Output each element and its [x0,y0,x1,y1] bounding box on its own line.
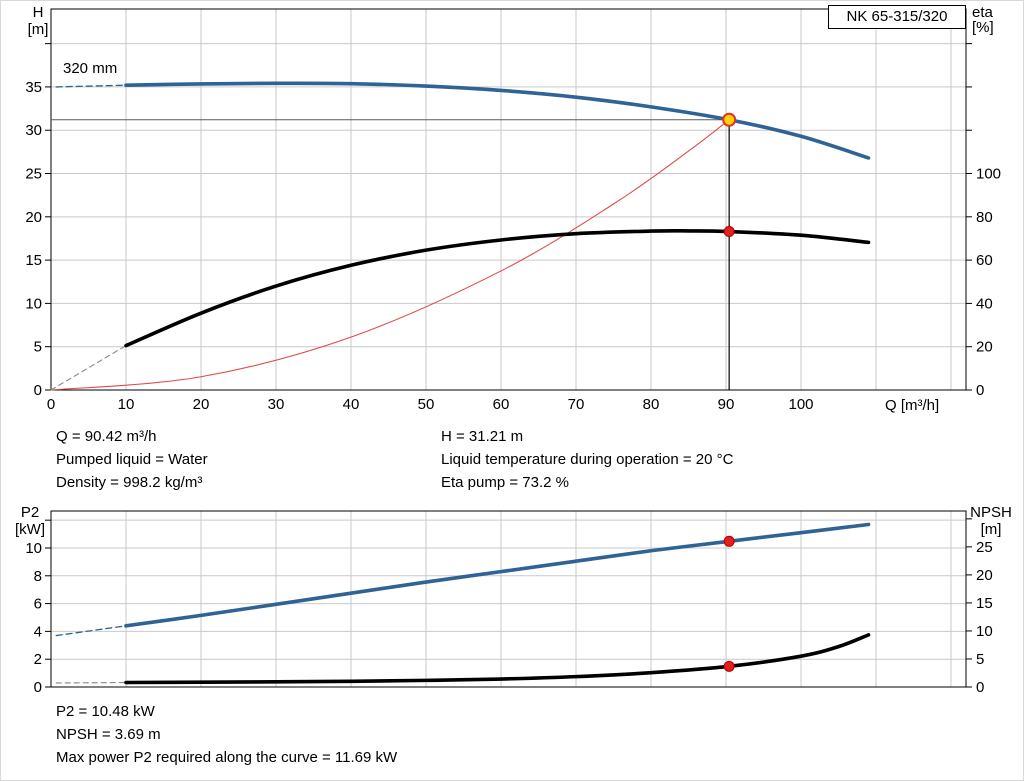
duty-point-head-marker [722,112,737,127]
svg-text:0: 0 [976,382,984,399]
npsh-curve [124,633,871,685]
svg-text:10: 10 [118,396,135,413]
head-lead-in-curve [55,84,127,88]
npsh-value-line: NPSH = 3.69 m [56,726,161,743]
svg-text:100: 100 [788,396,813,413]
duty-point-npsh-marker [723,660,735,672]
head-axis-name: H [32,4,44,21]
svg-text:60: 60 [493,396,510,413]
qh-chart-grid [51,9,966,390]
svg-text:40: 40 [343,396,360,413]
head-value-line: H = 31.21 m [441,428,524,445]
svg-text:25: 25 [25,166,42,183]
efficiency-lead-in-curve [50,345,127,391]
npsh-axis-unit: [m] [980,521,1002,538]
p2-curve [124,522,871,628]
max-power-line: Max power P2 required along the curve = … [56,749,398,766]
svg-text:20: 20 [25,209,42,226]
p2-npsh-chart-grid [51,511,966,687]
qh-chart: 0 5 10 15 20 25 30 35 0 20 40 60 80 100 0 10 20 30 40 50 60 7… [25,8,1001,413]
svg-text:4: 4 [34,623,42,640]
operating-data-right: H = 31.21 m Liquid temperature during op… [441,425,733,494]
head-axis-title: H [m] [17,4,59,38]
svg-text:20: 20 [976,567,993,584]
svg-text:80: 80 [976,209,993,226]
duty-point-efficiency-marker [723,226,735,238]
svg-text:8: 8 [34,568,42,585]
svg-text:80: 80 [643,396,660,413]
eta-axis-name: eta [972,4,993,21]
npsh-axis-title: NPSH [m] [963,504,1019,538]
p2-lead-in-curve [55,625,127,637]
impeller-size-label: 320 mm [63,60,118,77]
p2-value-line: P2 = 10.48 kW [56,703,155,720]
eta-axis-title: eta [%] [972,5,1020,35]
efficiency-curve [124,228,871,348]
eta-pump-line: Eta pump = 73.2 % [441,474,569,491]
svg-text:30: 30 [268,396,285,413]
svg-text:30: 30 [25,122,42,139]
head-axis-unit: [m] [27,21,49,38]
svg-text:0: 0 [976,679,984,696]
svg-text:5: 5 [34,339,42,356]
svg-text:0: 0 [34,679,42,696]
operating-data-left: Q = 90.42 m³/h Pumped liquid = Water Den… [56,425,208,494]
svg-text:10: 10 [976,623,993,640]
pump-model-box: NK 65-315/320 [828,5,966,29]
npsh-axis-name: NPSH [970,504,1012,521]
svg-text:60: 60 [976,252,993,269]
svg-text:0: 0 [34,382,42,399]
p2-npsh-chart-ticks: 0 2 4 6 8 10 0 5 10 15 20 25 [25,518,993,696]
system-curve-curve [50,119,730,391]
svg-text:2: 2 [34,651,42,668]
p2-axis-title: P2 [kW] [7,504,53,538]
p2-axis-unit: [kW] [15,521,45,538]
qh-chart-ticks: 0 5 10 15 20 25 30 35 0 20 40 60 80 100 0 10 20 30 40 50 60 7… [25,43,1001,413]
p2-npsh-chart: 0 2 4 6 8 10 0 5 10 15 20 25 [25,510,993,696]
eta-axis-unit: [%] [972,19,994,36]
svg-text:15: 15 [25,252,42,269]
p2-axis-name: P2 [20,504,40,521]
qh-chart-frame [50,8,967,391]
pumped-liquid-line: Pumped liquid = Water [56,451,208,468]
svg-text:6: 6 [34,596,42,613]
svg-text:0: 0 [47,396,55,413]
duty-point-p2-marker [723,535,735,547]
svg-text:25: 25 [976,539,993,556]
power-npsh-results: P2 = 10.48 kW NPSH = 3.69 m Max power P2… [56,700,397,769]
head-curve [124,81,871,160]
svg-text:20: 20 [976,339,993,356]
svg-text:90: 90 [718,396,735,413]
svg-text:70: 70 [568,396,585,413]
svg-text:40: 40 [976,295,993,312]
svg-text:50: 50 [418,396,435,413]
flow-value-line: Q = 90.42 m³/h [56,428,157,445]
p2-npsh-chart-frame [50,510,967,688]
svg-text:5: 5 [976,651,984,668]
svg-text:15: 15 [976,595,993,612]
liquid-temperature-line: Liquid temperature during operation = 20… [441,451,734,468]
svg-text:100: 100 [976,166,1001,183]
svg-text:35: 35 [25,79,42,96]
svg-text:10: 10 [25,295,42,312]
flow-axis-title: Q [m³/h] [885,397,940,414]
svg-text:10: 10 [25,540,42,557]
density-line: Density = 998.2 kg/m³ [56,474,203,491]
svg-text:20: 20 [193,396,210,413]
